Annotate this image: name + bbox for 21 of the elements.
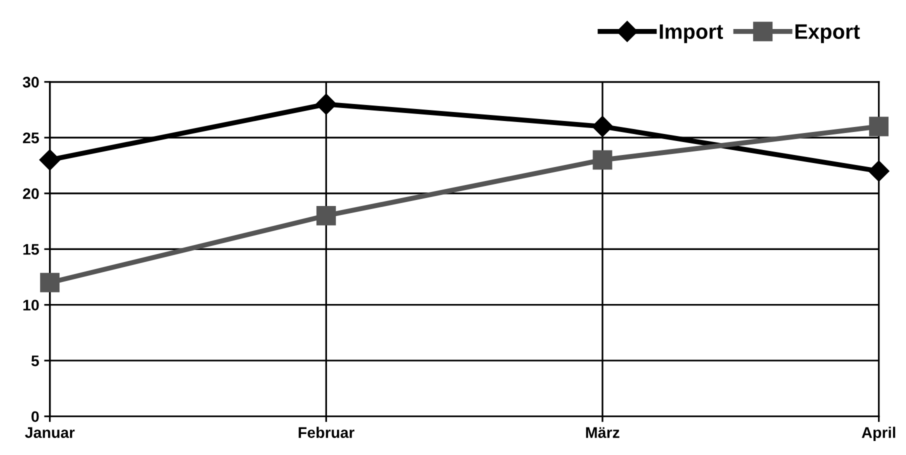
point (316, 94, 337, 115)
y-tick-label: 0 (32, 411, 39, 422)
point (39, 149, 60, 170)
point (592, 150, 612, 170)
point (316, 206, 336, 226)
y-tick-label: 10 (23, 300, 39, 311)
y-tick-label: 15 (23, 244, 39, 255)
legend-label: Export (795, 24, 860, 44)
x-tick-label: Februar (298, 426, 354, 438)
y-tick-label: 30 (22, 76, 39, 88)
legend-label: Import (660, 24, 724, 44)
y-tick-label: 5 (31, 356, 39, 366)
y-tick-label: 20 (22, 188, 39, 200)
x-tick-label: April (862, 426, 896, 441)
point (40, 272, 60, 292)
y-tick-label: 25 (22, 132, 39, 144)
x-tick-label: März (586, 427, 620, 438)
point (592, 116, 614, 138)
point (868, 160, 890, 182)
point (869, 116, 889, 136)
x-tick-label: Januar (25, 427, 75, 438)
